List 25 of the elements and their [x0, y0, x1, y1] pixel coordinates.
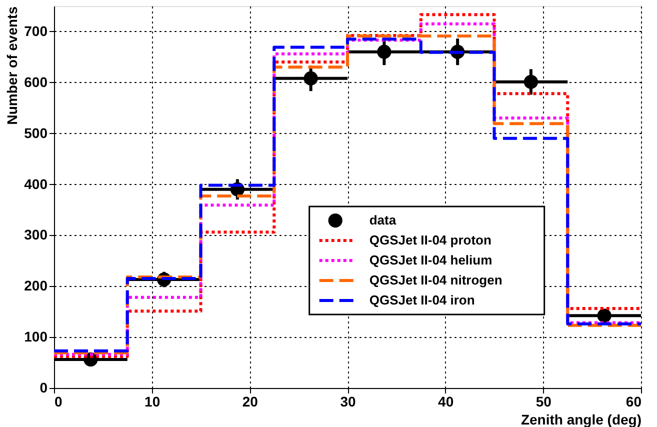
- point: [304, 71, 318, 86]
- x-tick-label: 40: [438, 394, 454, 410]
- legend-label: QGSJet II-04 nitrogen: [369, 272, 502, 288]
- y-tick-label: 600: [24, 74, 48, 90]
- y-tick-label: 100: [24, 328, 48, 345]
- x-tick-label: 30: [340, 394, 356, 410]
- y-tick-label: 300: [24, 226, 48, 243]
- x-tick-label: 0: [54, 394, 62, 410]
- y-axis-title: Number of events: [4, 6, 20, 125]
- legend-label: QGSJet II-04 proton: [369, 232, 492, 248]
- x-tick-label: 20: [242, 394, 258, 410]
- y-tick-label: 0: [40, 380, 48, 396]
- x-tick-label: 10: [144, 394, 160, 410]
- point: [597, 308, 612, 323]
- legend-label: QGSJet II-04 helium: [369, 252, 492, 268]
- legend-label: data: [369, 212, 397, 228]
- y-tick-label: 500: [24, 124, 48, 141]
- y-tick-label: 400: [24, 176, 48, 192]
- x-tick-label: 50: [536, 394, 552, 410]
- point: [377, 44, 392, 59]
- y-tick-label: 700: [24, 22, 48, 39]
- y-tick-label: 200: [24, 278, 48, 294]
- point: [524, 74, 538, 89]
- legend-label: QGSJet II-04 iron: [369, 292, 475, 308]
- x-tick-label: 60: [626, 394, 642, 410]
